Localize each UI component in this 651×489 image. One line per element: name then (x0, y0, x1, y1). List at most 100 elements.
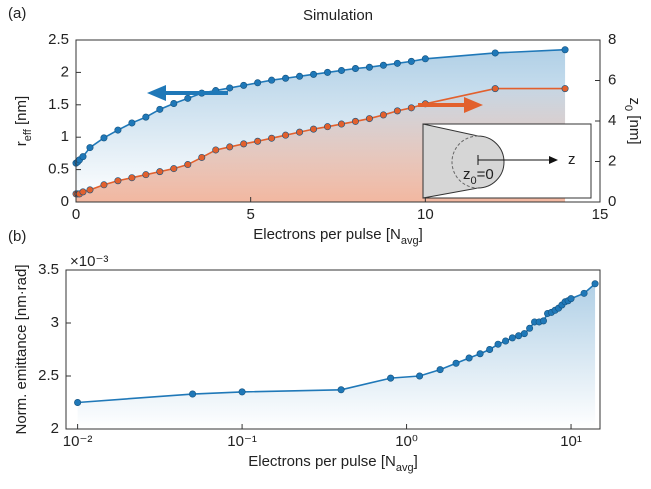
y-tick-label: 2.5 (48, 31, 69, 48)
x-axis-label-part: avg (396, 462, 414, 474)
y2-tick-label: 0 (608, 193, 616, 210)
marker (407, 104, 415, 112)
marker (337, 120, 345, 128)
marker (508, 334, 516, 342)
marker (476, 350, 484, 358)
x-axis-label: Electrons per pulse [Navg] (248, 453, 418, 474)
marker (324, 123, 332, 131)
y-tick-label: 3 (51, 314, 59, 331)
y-multiplier: ×10⁻³ (70, 253, 108, 270)
marker (351, 117, 359, 125)
marker (393, 107, 401, 115)
marker (324, 68, 332, 76)
marker (591, 280, 599, 288)
y-axis-label-part: eff (22, 128, 34, 141)
marker (79, 153, 87, 161)
emitter-shape (422, 123, 505, 199)
marker (580, 289, 588, 297)
marker (282, 74, 290, 82)
y-tick-label: 0.5 (48, 161, 69, 178)
x-tick-label: 10⁻² (63, 433, 93, 450)
y-tick-label: 3.5 (38, 261, 59, 278)
x-tick-label: 15 (592, 206, 609, 223)
x-axis-label-part: ] (419, 226, 423, 243)
marker (310, 125, 318, 133)
inset-origin-label-part: z (463, 166, 471, 183)
marker (465, 354, 473, 362)
inset-origin-label-part: =0 (477, 166, 494, 183)
marker (407, 57, 415, 65)
marker (491, 49, 499, 57)
marker (416, 372, 424, 380)
marker (296, 128, 304, 136)
marker (351, 65, 359, 73)
x-axis-label-part: Electrons per pulse [N (253, 226, 401, 243)
marker (486, 345, 494, 353)
marker (387, 374, 395, 382)
y-axis-label-part: [nm] (13, 96, 30, 129)
arrow-head (464, 97, 483, 113)
marker (86, 144, 94, 152)
inset-axis-label: z (568, 151, 576, 168)
origin-circle (451, 135, 479, 189)
y2-axis-label-part: 0 (622, 105, 634, 111)
y-axis-label: reff [nm] (13, 96, 34, 146)
marker (567, 295, 575, 303)
y-tick-label: 2.5 (38, 367, 59, 384)
marker (170, 100, 178, 108)
y2-tick-label: 2 (608, 152, 616, 169)
y-tick-label: 0 (61, 193, 69, 210)
y-tick-label: 1 (61, 128, 69, 145)
marker (520, 330, 528, 338)
marker (379, 111, 387, 119)
x-tick-label: 0 (72, 206, 80, 223)
chart-title: Simulation (303, 7, 373, 24)
marker (393, 59, 401, 67)
y2-tick-label: 8 (608, 31, 616, 48)
y2-tick-label: 4 (608, 112, 616, 129)
marker (226, 143, 234, 151)
inset-origin-label-part: 0 (471, 175, 477, 187)
x-tick-label: 10⁻¹ (227, 433, 257, 450)
marker (337, 386, 345, 394)
marker (561, 85, 569, 93)
arrow-head (147, 85, 166, 101)
y-axis-label-part: r (13, 141, 30, 146)
marker (365, 63, 373, 71)
marker (494, 340, 502, 348)
marker (561, 46, 569, 54)
marker (296, 72, 304, 80)
x-tick-label: 10⁰ (395, 433, 418, 450)
y2-axis-label-part: z (626, 98, 643, 106)
marker (198, 153, 206, 161)
marker (128, 174, 136, 182)
marker (142, 171, 150, 179)
panel-label: (a) (8, 5, 26, 22)
marker (240, 140, 248, 148)
marker (436, 366, 444, 374)
x-axis-label-part: ] (414, 453, 418, 470)
marker (86, 186, 94, 194)
marker (240, 81, 248, 89)
marker (156, 168, 164, 176)
x-tick-label: 5 (246, 206, 254, 223)
panel-label: (b) (8, 228, 26, 245)
x-axis-label-part: avg (401, 235, 419, 247)
marker (268, 134, 276, 142)
marker (379, 61, 387, 69)
marker (268, 76, 276, 84)
marker (142, 113, 150, 121)
marker (502, 337, 510, 345)
x-tick-label: 10 (417, 206, 434, 223)
y-tick-label: 1.5 (48, 96, 69, 113)
marker (74, 398, 82, 406)
y-axis-label: Norm. emittance [nm·rad] (13, 264, 30, 434)
marker (491, 85, 499, 93)
y2-axis-label: z0 [nm] (622, 98, 643, 145)
marker (100, 181, 108, 189)
marker (238, 388, 246, 396)
marker (310, 70, 318, 78)
y-tick-label: 2 (61, 63, 69, 80)
marker (254, 137, 262, 145)
